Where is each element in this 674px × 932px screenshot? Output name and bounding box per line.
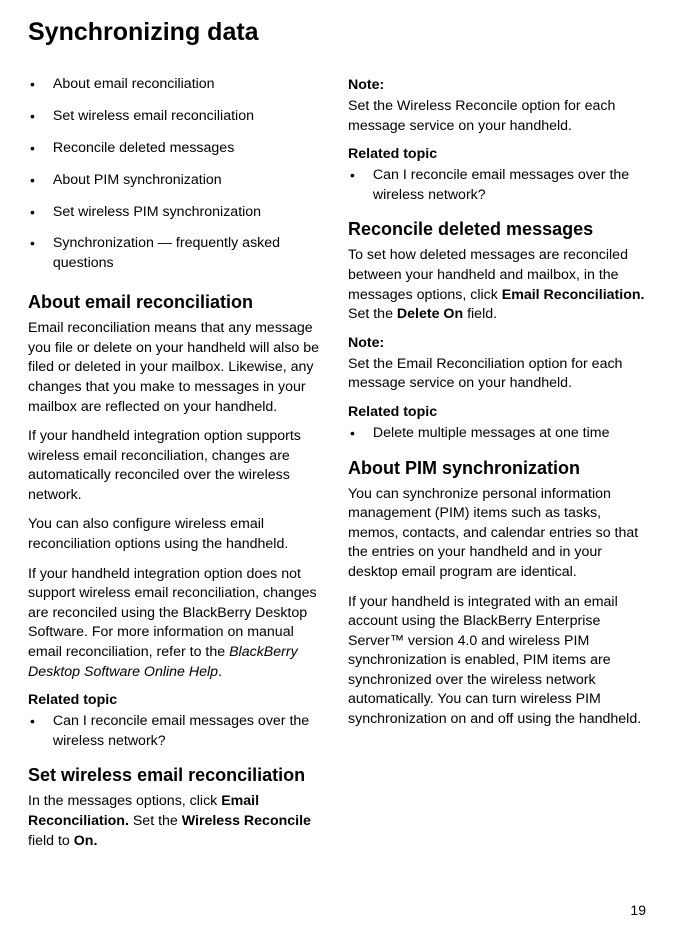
toc-list: About email reconciliation Set wireless … [28,75,326,274]
body-text: If your handheld integration option does… [28,565,326,683]
toc-item: About PIM synchronization [28,171,326,191]
related-topic-label: Related topic [348,146,646,162]
body-text: You can synchronize personal information… [348,485,646,583]
toc-item: Reconcile deleted messages [28,139,326,159]
note-text: Set the Wireless Reconcile option for ea… [348,97,646,136]
toc-item: Synchronization — frequently asked quest… [28,234,326,274]
toc-text: About email reconciliation [53,75,215,95]
body-text: If your handheld integration option supp… [28,427,326,505]
note-text: Set the Email Reconciliation option for … [348,355,646,394]
toc-text: About PIM synchronization [53,171,222,191]
related-list: Can I reconcile email messages over the … [28,712,326,751]
toc-item: About email reconciliation [28,75,326,95]
related-text: Delete multiple messages at one time [373,424,610,444]
toc-item: Set wireless PIM synchronization [28,203,326,223]
related-text: Can I reconcile email messages over the … [53,712,326,751]
toc-text: Set wireless email reconciliation [53,107,254,127]
related-topic-label: Related topic [28,692,326,708]
body-text: If your handheld is integrated with an e… [348,593,646,730]
heading-reconcile-deleted: Reconcile deleted messages [348,219,646,240]
body-text: You can also configure wireless email re… [28,515,326,554]
toc-text: Set wireless PIM synchronization [53,203,261,223]
toc-item: Set wireless email reconciliation [28,107,326,127]
related-item: Can I reconcile email messages over the … [348,166,646,205]
related-text: Can I reconcile email messages over the … [373,166,646,205]
heading-set-wireless: Set wireless email reconciliation [28,765,326,786]
body-text: To set how deleted messages are reconcil… [348,246,646,324]
toc-text: Reconcile deleted messages [53,139,234,159]
note-label: Note: [348,77,646,93]
toc-text: Synchronization — frequently asked quest… [53,234,326,274]
note-label: Note: [348,335,646,351]
page-number: 19 [630,902,646,918]
left-column: About email reconciliation Set wireless … [28,75,326,861]
related-topic-label: Related topic [348,404,646,420]
related-list: Delete multiple messages at one time [348,424,646,444]
page-title: Synchronizing data [28,18,646,47]
heading-about-pim: About PIM synchronization [348,458,646,479]
content-columns: About email reconciliation Set wireless … [28,75,646,861]
related-list: Can I reconcile email messages over the … [348,166,646,205]
related-item: Delete multiple messages at one time [348,424,646,444]
body-text: In the messages options, click Email Rec… [28,792,326,851]
right-column: Note: Set the Wireless Reconcile option … [348,75,646,861]
body-text: Email reconciliation means that any mess… [28,319,326,417]
related-item: Can I reconcile email messages over the … [28,712,326,751]
heading-about-email: About email reconciliation [28,292,326,313]
